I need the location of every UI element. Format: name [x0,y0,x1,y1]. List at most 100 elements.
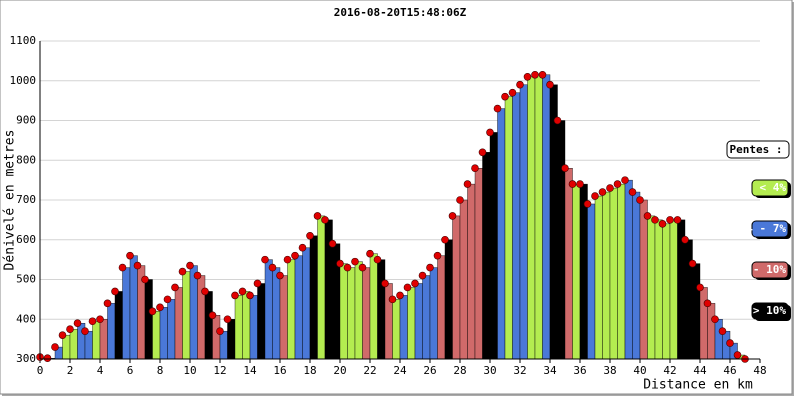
y-tick-label: 600 [16,233,36,246]
bar [549,84,558,360]
bar [542,74,551,360]
point [103,299,112,308]
point [178,267,187,276]
bar [257,283,266,360]
y-axis-label: Dénivelé en metres [3,130,18,271]
bar [519,84,528,360]
bar [152,311,161,360]
point [486,128,494,137]
bar [624,179,633,360]
point [343,263,352,272]
y-tick-label: 500 [16,273,36,286]
bar [452,215,461,360]
point [726,339,734,347]
x-tick-label: 28 [453,364,466,377]
point [576,180,584,188]
y-tick-label: 1100 [10,34,37,47]
point [43,354,52,363]
point [58,331,67,339]
y-tick-label: 900 [16,114,36,127]
x-tick-label: 4 [97,364,104,377]
y-tick-label: 300 [16,352,36,365]
bar [384,283,393,360]
point [538,70,547,79]
bar [122,267,131,360]
point [411,279,419,288]
x-tick-label: 14 [243,364,257,377]
point [598,188,607,196]
bar [647,215,656,360]
x-tick-label: 22 [363,364,376,377]
point [508,88,517,97]
point [688,259,697,268]
bar [107,303,116,360]
bar [392,299,401,360]
legend-swatch [751,261,789,279]
x-tick-label: 24 [393,364,407,377]
point [636,196,644,204]
legend-label: > 10% [753,304,786,317]
bar [707,303,716,360]
bar [662,223,671,360]
point [216,327,224,335]
point [433,251,442,260]
bar [264,259,273,360]
point [396,291,404,300]
bar [279,275,288,360]
point [171,283,179,292]
point [696,283,704,292]
bar [669,219,678,360]
bar [467,183,476,360]
point [268,263,277,272]
bar [512,92,521,360]
x-tick-label: 30 [483,364,496,377]
point [141,275,149,284]
point [66,325,74,333]
x-tick-label: 12 [213,364,226,377]
point [118,263,127,272]
point [231,291,239,300]
point [718,327,727,335]
bar [69,328,78,360]
point [628,188,637,196]
bar [527,76,536,360]
x-tick-label: 44 [693,364,707,377]
bar [227,319,236,360]
point [321,216,329,224]
point [546,80,554,89]
bar [422,275,431,360]
point [591,192,599,200]
bar [317,215,326,360]
bar [309,235,318,360]
legend-swatch [751,220,789,238]
bar [572,183,581,360]
legend-swatch [751,179,789,197]
bar [99,319,108,360]
bar [204,291,213,360]
x-tick-label: 46 [723,364,736,377]
bar [414,283,423,360]
bar [114,291,123,360]
point [418,271,427,280]
point [426,263,434,272]
point [88,317,97,326]
point [133,261,142,270]
x-tick-label: 48 [753,364,766,377]
bar [579,183,588,360]
bar [437,255,446,360]
point [553,116,562,125]
point [366,249,374,258]
point [156,303,164,312]
point [148,307,157,316]
legend-swatch [751,302,789,320]
chart-title: 2016-08-20T15:48:06Z [334,6,467,19]
bar [459,199,468,360]
bar [474,167,483,360]
bar [212,315,221,360]
point [126,251,134,260]
bar [377,259,386,360]
point [163,295,172,304]
point [673,216,682,224]
legend-label: < 4% [760,181,787,194]
bar [369,253,378,360]
